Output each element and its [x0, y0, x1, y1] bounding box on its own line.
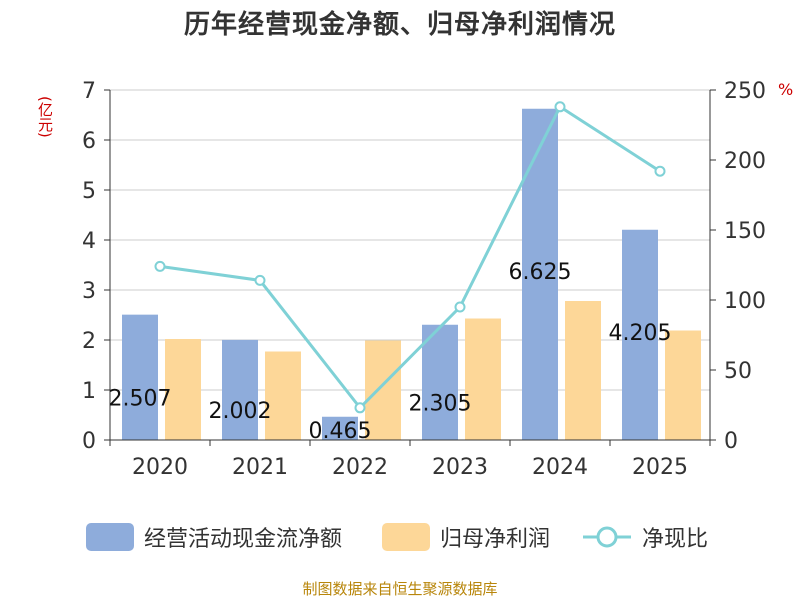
legend-swatch-cashflow [86, 523, 134, 551]
x-axis-tick-label: 2023 [432, 455, 488, 480]
ratio-point [454, 301, 466, 313]
bar-data-label: 2.507 [109, 386, 172, 411]
left-axis-tick-label: 4 [82, 229, 96, 254]
x-axis-tick-label: 2021 [232, 455, 288, 480]
x-axis-tick-label: 2024 [532, 455, 588, 480]
right-axis-tick-label: 150 [724, 219, 766, 244]
ratio-point [154, 260, 166, 272]
left-axis-tick-label: 6 [82, 129, 96, 154]
legend-label-net-profit: 归母净利润 [440, 527, 551, 552]
x-axis-tick-label: 2025 [632, 455, 688, 480]
bar-data-label: 0.465 [309, 419, 372, 444]
right-axis-tick-label: 100 [724, 289, 766, 314]
bar-cashflow [422, 324, 458, 440]
chart-title: 历年经营现金净额、归母净利润情况 [183, 10, 616, 40]
bar-data-label: 2.305 [409, 391, 472, 416]
bar-cashflow [122, 314, 158, 440]
bar-data-label: 4.205 [609, 321, 672, 346]
left-axis-tick-label: 1 [82, 379, 96, 404]
left-axis-tick-label: 0 [82, 429, 96, 454]
bar-net-profit [365, 340, 401, 440]
ratio-point [554, 101, 566, 113]
left-axis-tick-label: 7 [82, 79, 96, 104]
legend-label-ratio: 净现比 [642, 527, 709, 552]
bar-net-profit [165, 339, 201, 440]
legend-line-icon [583, 526, 631, 548]
legend-item-net-profit[interactable]: 归母净利润 [382, 520, 550, 554]
data-source: 制图数据来自恒生聚源数据库 [302, 580, 498, 598]
right-axis-tick-label: 200 [724, 149, 766, 174]
bar-data-label: 6.625 [509, 260, 572, 285]
ratio-point [654, 165, 666, 177]
left-axis-tick-label: 5 [82, 179, 96, 204]
legend-item-ratio[interactable]: 净现比 [582, 520, 708, 554]
legend-swatch-net-profit [382, 523, 430, 551]
right-axis-tick-label: 50 [724, 359, 752, 384]
x-axis-tick-label: 2020 [132, 455, 188, 480]
bar-net-profit [465, 318, 501, 440]
ratio-point [254, 274, 266, 286]
right-axis-tick-label: 0 [724, 429, 738, 454]
ratio-point [354, 402, 366, 414]
x-axis-tick-label: 2022 [332, 455, 388, 480]
left-axis-unit: (亿元) [36, 96, 54, 138]
left-axis-tick-label: 2 [82, 329, 96, 354]
bar-cashflow [222, 339, 258, 440]
right-axis-tick-label: 250 [724, 79, 766, 104]
bar-cashflow [522, 108, 558, 440]
ratio-line [159, 104, 661, 411]
bar-net-profit [665, 330, 701, 440]
right-axis-unit: % [778, 80, 794, 99]
bar-net-profit [265, 351, 301, 440]
legend-item-cashflow[interactable]: 经营活动现金流净额 [86, 520, 342, 554]
bar-data-label: 2.002 [209, 399, 272, 424]
bar-cashflow [622, 229, 658, 440]
legend: 经营活动现金流净额 归母净利润 净现比 [0, 520, 800, 554]
bar-net-profit [565, 301, 601, 440]
legend-label-cashflow: 经营活动现金流净额 [144, 527, 343, 552]
bar-cashflow [322, 416, 358, 440]
left-axis-tick-label: 3 [82, 279, 96, 304]
